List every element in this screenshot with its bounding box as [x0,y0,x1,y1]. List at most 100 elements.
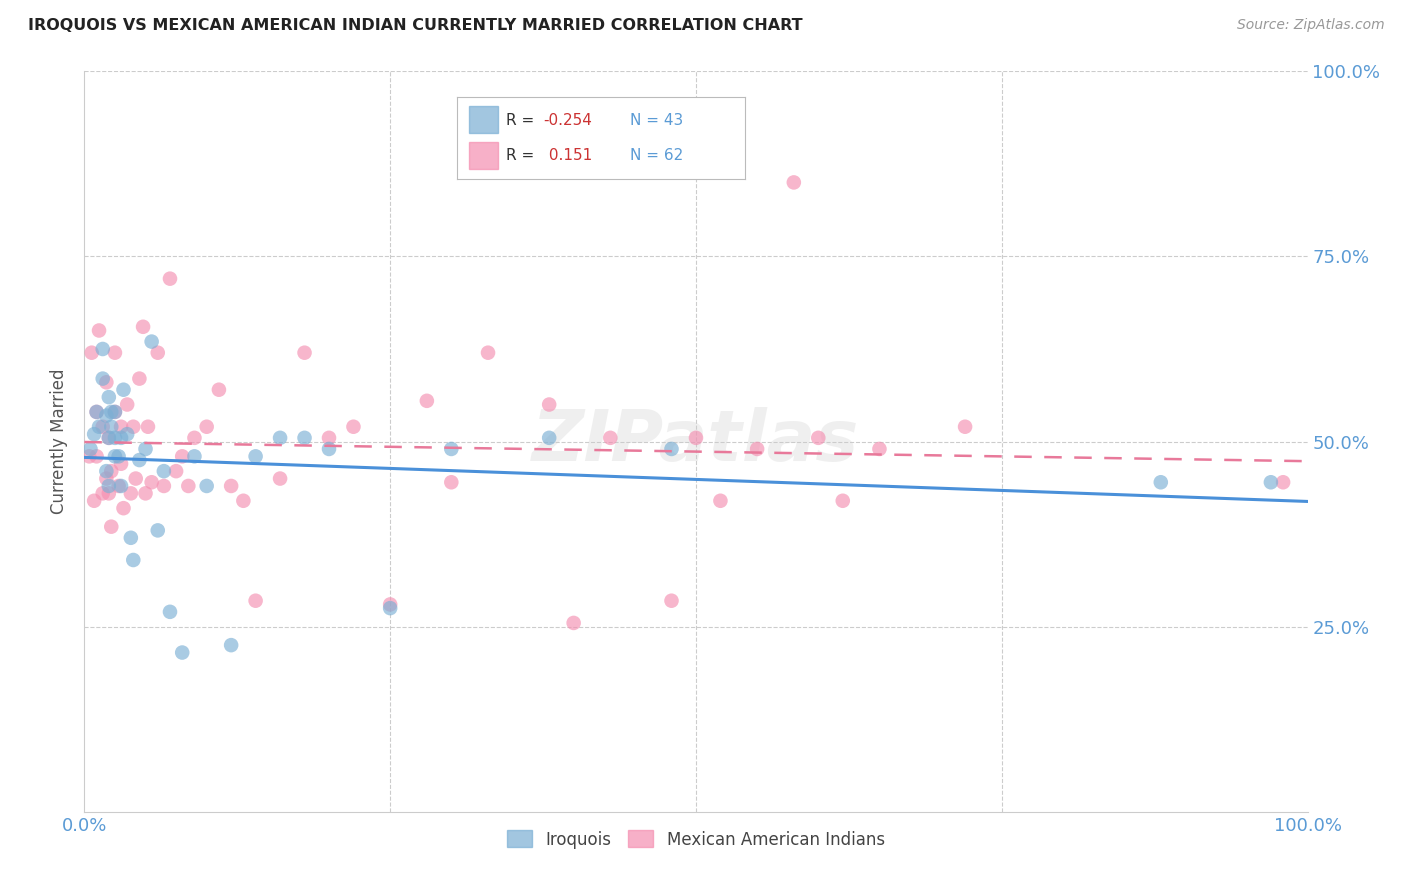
Point [245,593,267,607]
Point [100,464,122,478]
Point [269,431,291,445]
Point [107,450,129,464]
Point [100,419,122,434]
Point [380,601,402,615]
Point [1260,475,1282,490]
Point [97,486,120,500]
Point [172,646,194,660]
Point [128,453,150,467]
Point [599,431,621,445]
Point [122,553,145,567]
Point [1150,475,1173,490]
Point [269,471,291,485]
Point [86,450,108,464]
Point [153,464,176,478]
Point [107,479,129,493]
Point [141,334,163,349]
Point [104,431,127,445]
Point [219,479,242,493]
Point [128,371,150,385]
Point [869,442,891,456]
Point [709,493,731,508]
Point [1272,475,1295,490]
Point [96,471,118,485]
Point [96,376,118,390]
Point [97,479,120,493]
Point [136,419,159,434]
Point [440,442,463,456]
Point [141,475,163,490]
Point [562,615,585,630]
Point [110,419,132,434]
Point [146,345,169,359]
Point [120,531,142,545]
Point [135,486,157,500]
Point [318,431,340,445]
Point [91,371,114,385]
Point [416,393,439,408]
Point [245,450,267,464]
Point [97,390,120,404]
Point [110,457,132,471]
Y-axis label: Currently Married: Currently Married [51,368,69,515]
Point [538,398,561,412]
Point [112,383,135,397]
Point [77,450,100,464]
Point [122,419,145,434]
Point [159,605,181,619]
Point [135,442,157,456]
Point [294,345,316,359]
Point [661,442,683,456]
Point [661,593,683,607]
Point [195,419,218,434]
Point [86,405,108,419]
Point [380,598,402,612]
Point [153,479,176,493]
Point [96,409,118,423]
Point [83,493,105,508]
Point [104,450,127,464]
Point [953,419,976,434]
Point [87,324,110,338]
Point [104,405,127,419]
Point [110,479,132,493]
Point [97,431,120,445]
Point [100,519,122,533]
Point [477,345,499,359]
Point [83,427,105,442]
Text: Source: ZipAtlas.com: Source: ZipAtlas.com [1237,18,1385,32]
Point [232,493,254,508]
Point [91,342,114,356]
Point [342,419,364,434]
Point [783,175,806,190]
Point [79,442,101,456]
Point [115,427,138,442]
Point [96,464,118,478]
Point [115,398,138,412]
Point [112,501,135,516]
Point [125,471,148,485]
Point [219,638,242,652]
Point [294,431,316,445]
Point [146,524,169,538]
Point [177,479,200,493]
Point [685,431,707,445]
Point [318,442,340,456]
Text: ZIPatlas: ZIPatlas [533,407,859,476]
Point [104,405,127,419]
Point [165,464,187,478]
Point [807,431,830,445]
Point [183,431,205,445]
Point [104,345,127,359]
Text: IROQUOIS VS MEXICAN AMERICAN INDIAN CURRENTLY MARRIED CORRELATION CHART: IROQUOIS VS MEXICAN AMERICAN INDIAN CURR… [28,18,803,33]
Point [831,493,853,508]
Point [172,450,194,464]
Point [120,486,142,500]
Point [91,419,114,434]
Point [87,419,110,434]
Point [159,271,181,285]
Point [86,405,108,419]
Point [80,345,103,359]
Point [132,319,155,334]
Point [183,450,205,464]
